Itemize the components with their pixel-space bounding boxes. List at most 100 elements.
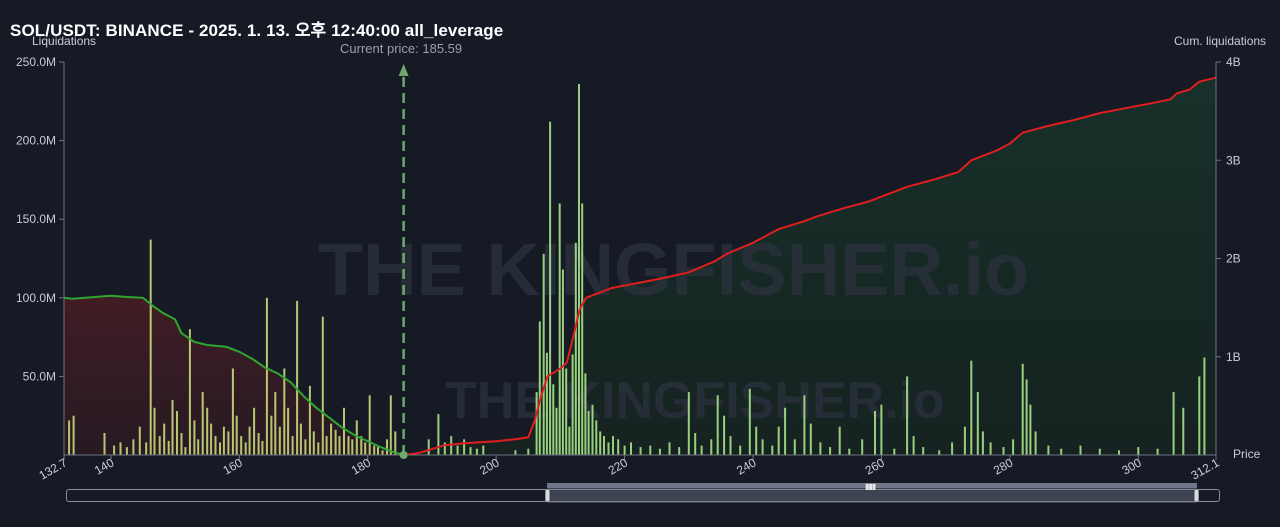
liquidation-bar[interactable] [210, 423, 213, 455]
liquidation-bar[interactable] [355, 420, 358, 455]
liquidation-bar[interactable] [330, 423, 333, 455]
liquidation-bar[interactable] [261, 440, 264, 455]
liquidation-bar[interactable] [283, 368, 286, 456]
liquidation-bar[interactable] [132, 439, 135, 455]
liquidation-bar[interactable] [612, 436, 614, 455]
navigator-track[interactable] [66, 489, 1220, 502]
liquidation-bar[interactable] [119, 442, 122, 455]
liquidation-bar[interactable] [475, 448, 478, 455]
liquidation-bar[interactable] [552, 384, 555, 455]
liquidation-bar[interactable] [755, 426, 758, 455]
liquidation-bar[interactable] [623, 445, 626, 455]
liquidation-bar[interactable] [321, 316, 324, 455]
liquidation-bar[interactable] [180, 433, 183, 455]
liquidation-bar[interactable] [270, 415, 273, 455]
liquidation-bar[interactable] [1118, 450, 1120, 455]
liquidation-bar[interactable] [729, 436, 732, 455]
liquidation-bar[interactable] [68, 420, 71, 455]
liquidation-bar[interactable] [793, 439, 796, 455]
liquidation-bar[interactable] [206, 407, 209, 455]
liquidation-bar[interactable] [617, 439, 620, 455]
liquidation-bar[interactable] [912, 436, 915, 455]
liquidation-bar[interactable] [748, 389, 751, 455]
liquidation-bar[interactable] [555, 407, 558, 455]
liquidation-bar[interactable] [364, 442, 367, 455]
liquidation-bar[interactable] [514, 450, 517, 455]
liquidation-bar[interactable] [235, 415, 238, 455]
navigator-grip-icon[interactable]: ▮▮▮ [865, 482, 876, 491]
liquidation-bar[interactable] [989, 442, 992, 455]
liquidation-bar[interactable] [803, 395, 806, 455]
liquidation-bar[interactable] [963, 426, 966, 455]
liquidation-bar[interactable] [784, 407, 787, 455]
navigator-right-handle[interactable] [1194, 489, 1199, 502]
liquidation-bar[interactable] [565, 368, 568, 456]
liquidation-bar[interactable] [278, 426, 281, 455]
liquidation-bar[interactable] [427, 439, 430, 455]
liquidation-bar[interactable] [558, 203, 561, 456]
liquidation-bar[interactable] [861, 439, 864, 455]
liquidation-bar[interactable] [951, 442, 954, 455]
liquidation-bar[interactable] [197, 439, 200, 455]
liquidation-bar[interactable] [848, 448, 851, 455]
liquidation-bar[interactable] [193, 420, 196, 455]
liquidation-bar[interactable] [347, 436, 350, 455]
liquidation-bar[interactable] [145, 442, 148, 455]
liquidation-bar[interactable] [710, 439, 713, 455]
liquidation-bar[interactable] [299, 423, 302, 455]
liquidation-bar[interactable] [981, 431, 984, 455]
liquidation-bar[interactable] [922, 447, 925, 455]
liquidation-bar[interactable] [599, 431, 602, 455]
liquidation-bar[interactable] [591, 404, 594, 455]
liquidation-bar[interactable] [138, 426, 141, 455]
liquidation-bar[interactable] [149, 239, 152, 455]
liquidation-bar[interactable] [360, 436, 363, 455]
liquidation-bar[interactable] [291, 436, 294, 455]
liquidation-bar[interactable] [938, 450, 941, 455]
navigator-window[interactable]: ▮▮▮ [547, 482, 1197, 503]
liquidation-bar[interactable] [716, 395, 719, 455]
liquidation-bar[interactable] [1029, 404, 1032, 455]
liquidation-bar[interactable] [153, 407, 156, 455]
liquidation-bar[interactable] [296, 300, 299, 455]
liquidation-bar[interactable] [838, 426, 841, 455]
liquidation-bar[interactable] [1002, 447, 1005, 455]
liquidation-bar[interactable] [482, 445, 485, 455]
liquidation-bar[interactable] [668, 442, 671, 455]
liquidation-bar[interactable] [317, 442, 320, 455]
liquidation-bar[interactable] [578, 84, 580, 455]
liquidation-bar[interactable] [265, 297, 268, 455]
liquidation-bar[interactable] [906, 376, 909, 455]
liquidation-bar[interactable] [1034, 431, 1037, 455]
liquidation-bar[interactable] [587, 411, 590, 455]
liquidation-bar[interactable] [244, 442, 247, 455]
liquidation-bar[interactable] [304, 439, 307, 455]
liquidation-bar[interactable] [450, 436, 453, 455]
liquidation-bar[interactable] [253, 407, 256, 455]
liquidation-bar[interactable] [113, 445, 116, 455]
liquidation-bar[interactable] [381, 450, 384, 455]
liquidation-bar[interactable] [527, 448, 530, 455]
liquidation-bar[interactable] [874, 411, 876, 455]
liquidation-bar[interactable] [723, 415, 726, 455]
liquidation-bar[interactable] [1198, 376, 1201, 455]
liquidation-bar[interactable] [312, 431, 315, 455]
liquidation-bar[interactable] [542, 253, 545, 455]
liquidation-bar[interactable] [603, 436, 605, 455]
liquidation-bar[interactable] [809, 423, 812, 455]
liquidation-bar[interactable] [214, 436, 217, 455]
liquidation-bar[interactable] [334, 429, 337, 455]
liquidation-bar[interactable] [771, 445, 774, 455]
liquidation-bar[interactable] [976, 392, 979, 455]
liquidation-bar[interactable] [694, 433, 697, 455]
liquidation-bar[interactable] [584, 373, 587, 455]
liquidation-bar[interactable] [443, 442, 446, 455]
liquidation-bar[interactable] [240, 436, 243, 455]
liquidation-bar[interactable] [469, 447, 472, 455]
liquidation-bar[interactable] [1137, 447, 1140, 455]
liquidation-bar[interactable] [274, 392, 277, 455]
liquidation-bar[interactable] [386, 439, 388, 455]
liquidation-bar[interactable] [607, 442, 610, 455]
liquidation-bar[interactable] [257, 433, 260, 455]
liquidation-bar[interactable] [231, 368, 234, 456]
